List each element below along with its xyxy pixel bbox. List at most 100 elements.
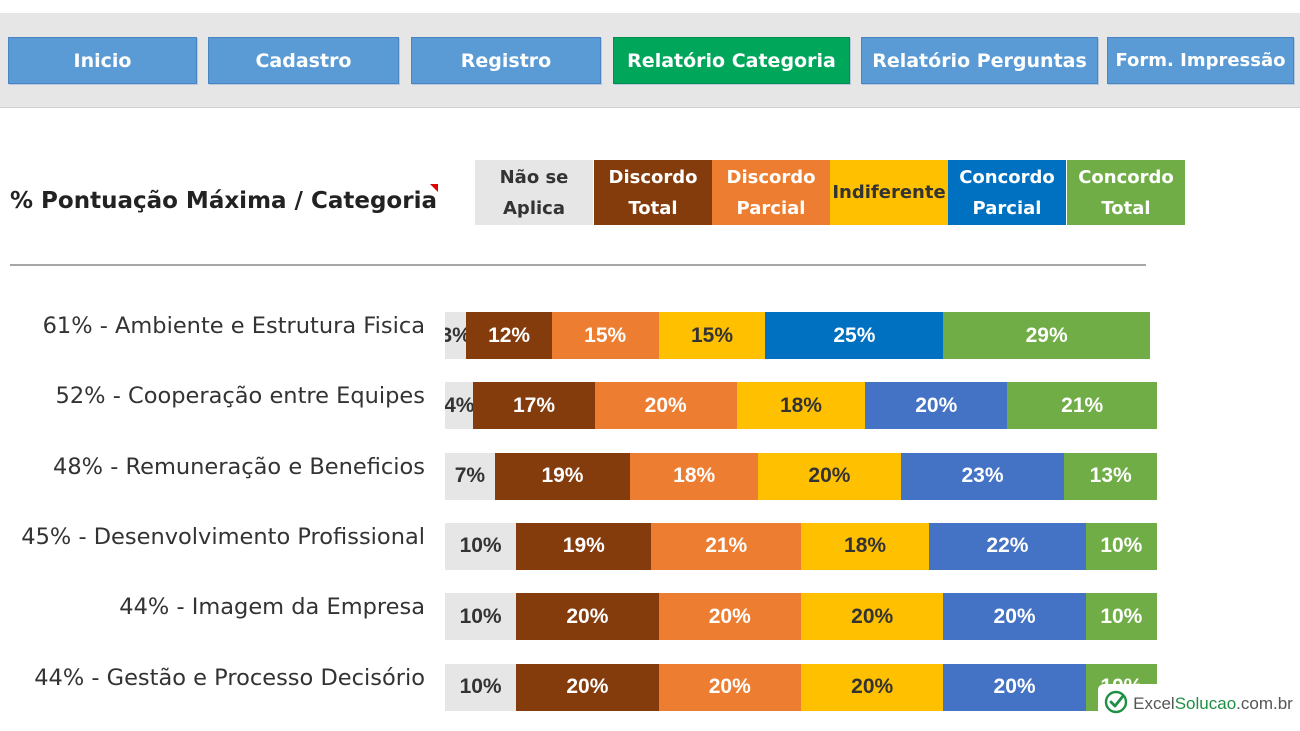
bar-segment: 19% (516, 522, 652, 570)
data-label: 15% (584, 323, 627, 347)
nav-button-relatorio-categoria[interactable]: Relatório Categoria (613, 37, 850, 84)
bar-segment: 25% (765, 312, 944, 359)
data-label: 21% (705, 534, 748, 558)
bar-segment: 18% (736, 382, 866, 430)
legend-label-line1: Discordo (726, 166, 816, 188)
bar-segment: 17% (473, 382, 595, 430)
legend-item: Discordo Parcial (712, 160, 830, 225)
data-label: 20% (708, 604, 751, 628)
bar-segment: 23% (900, 452, 1065, 500)
check-circle-icon (1103, 689, 1129, 720)
bar-segment: 20% (865, 382, 1008, 430)
stacked-bar: 10% 19% 21% 18% 22% 10% (445, 522, 1157, 570)
stacked-bar: 7% 19% 18% 20% 23% 13% (445, 452, 1157, 500)
data-label: 15% (690, 323, 733, 347)
data-label: 4% (445, 393, 474, 417)
bar-segment: 15% (658, 312, 766, 359)
data-label: 10% (459, 604, 502, 628)
nav-button-form-impressao[interactable]: Form. Impressão (1107, 37, 1294, 84)
legend-item: Discordo Total (594, 160, 712, 225)
legend-item: Não se Aplica (475, 160, 593, 225)
bar-segment: 20% (800, 663, 944, 711)
bar-segment: 18% (800, 522, 930, 570)
data-label: 10% (1100, 534, 1143, 558)
legend-item: Concordo Parcial (948, 160, 1066, 225)
data-label: 13% (1089, 464, 1132, 488)
bar-segment: 18% (630, 452, 759, 500)
nav-button-inicio[interactable]: Inicio (8, 37, 197, 84)
legend-label-line2: Total (1101, 197, 1151, 219)
stacked-bar: 4% 17% 20% 18% 20% 21% (445, 382, 1157, 430)
category-label: 52% - Cooperação entre Equipes (55, 383, 425, 410)
nav-button-relatorio-perguntas[interactable]: Relatório Perguntas (861, 37, 1098, 84)
data-label: 18% (844, 534, 887, 558)
bar-segment: 20% (800, 593, 944, 641)
top-navigation-bar: Inicio Cadastro Registro Relatório Categori… (0, 13, 1300, 108)
data-label: 20% (915, 393, 958, 417)
bar-segment: 7% (445, 452, 495, 500)
bar-segment: 21% (651, 522, 801, 570)
data-label: 21% (1061, 393, 1104, 417)
bar-segment: 21% (1007, 382, 1157, 430)
legend-item: Indiferente (830, 160, 948, 225)
stacked-bar: 10% 20% 20% 20% 20% 10% (445, 593, 1157, 641)
data-label: 12% (488, 323, 531, 347)
bar-segment: 22% (929, 522, 1086, 570)
bar-segment: 20% (516, 593, 659, 641)
bar-segment: 10% (445, 663, 517, 711)
bar-segment: 12% (466, 312, 552, 359)
stacked-bar: 3% 12% 15% 15% 25% 29% (445, 312, 1157, 359)
bar-segment: 20% (943, 663, 1086, 711)
watermark-text: ExcelSolucao.com.br (1133, 694, 1293, 713)
data-label: 17% (512, 393, 555, 417)
bar-segment: 10% (445, 522, 517, 570)
legend-label-line1: Indiferente (832, 182, 946, 203)
data-label: 10% (1100, 604, 1143, 628)
data-label: 3% (445, 323, 466, 347)
bar-segment: 20% (516, 663, 659, 711)
data-label: 29% (1025, 323, 1068, 347)
category-label: 45% - Desenvolvimento Profissional (21, 523, 425, 550)
category-label: 44% - Gestão e Processo Decisório (34, 664, 425, 691)
bar-segment: 29% (943, 312, 1150, 359)
data-label: 20% (851, 604, 894, 628)
section-title: % Pontuação Máxima / Categoria (10, 188, 437, 214)
data-label: 25% (833, 323, 876, 347)
data-label: 10% (459, 534, 502, 558)
data-label: 20% (708, 675, 751, 698)
category-label: 61% - Ambiente e Estrutura Fisica (42, 313, 425, 339)
legend-label-line2: Aplica (503, 197, 565, 219)
data-label: 19% (562, 534, 605, 558)
data-label: 20% (808, 464, 851, 488)
legend-label-line1: Discordo (608, 166, 698, 188)
legend-label-line1: Não se (499, 166, 569, 188)
legend-label-line1: Concordo (959, 166, 1055, 188)
divider (10, 264, 1146, 266)
legend-label-line2: Parcial (736, 197, 806, 219)
bar-segment: 20% (594, 382, 737, 430)
bar-segment: 3% (445, 312, 467, 359)
legend-label-line1: Concordo (1078, 166, 1174, 188)
nav-button-registro[interactable]: Registro (411, 37, 601, 84)
stacked-bar: 10%20%20%20%20%10% (445, 663, 1157, 711)
nav-button-cadastro[interactable]: Cadastro (208, 37, 399, 84)
bar-segment: 20% (943, 593, 1086, 641)
bar-segment: 10% (1085, 522, 1157, 570)
data-label: 20% (993, 675, 1036, 698)
bar-segment: 20% (658, 593, 801, 641)
data-label: 18% (779, 393, 822, 417)
comment-indicator-icon[interactable] (430, 184, 438, 192)
bar-segment: 20% (658, 663, 801, 711)
data-label: 20% (566, 604, 609, 628)
category-label: 44% - Imagem da Empresa (119, 594, 425, 621)
data-label: 18% (673, 464, 716, 488)
data-label: 20% (566, 675, 609, 698)
legend-label-line2: Total (628, 197, 678, 219)
bar-segment: 10% (1085, 593, 1157, 641)
data-label: 20% (644, 393, 687, 417)
data-label: 10% (459, 675, 502, 698)
category-label: 48% - Remuneração e Beneficios (53, 453, 425, 480)
bar-segment: 20% (758, 452, 901, 500)
bar-segment: 15% (551, 312, 659, 359)
bar-segment: 4% (445, 382, 474, 430)
